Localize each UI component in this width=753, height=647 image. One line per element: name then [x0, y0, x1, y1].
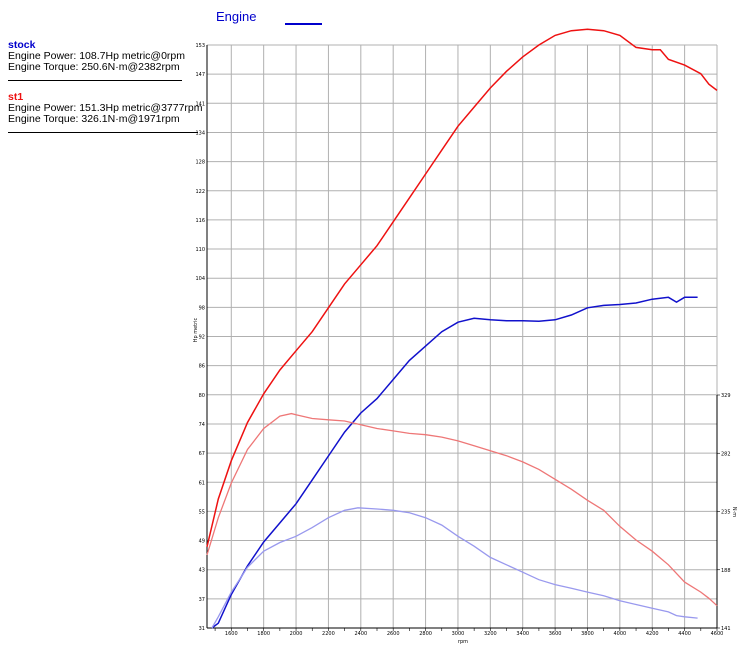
x-tick-label: 4000 — [613, 631, 626, 637]
x-tick-label: 4200 — [646, 631, 659, 637]
left-tick-label: 67 — [199, 451, 205, 457]
left-tick-label: 116 — [195, 218, 205, 224]
left-tick-label: 147 — [195, 72, 205, 78]
x-tick-label: 1600 — [225, 631, 238, 637]
left-tick-label: 153 — [195, 43, 205, 49]
x-tick-label: 2400 — [354, 631, 367, 637]
left-tick-label: 98 — [199, 305, 205, 311]
separator-st1 — [8, 132, 198, 133]
x-tick-label: 2800 — [419, 631, 432, 637]
right-tick-label: 329 — [721, 393, 731, 399]
run-info-st1: st1 Engine Power: 151.3Hp metric@3777rpm… — [8, 92, 203, 125]
x-tick-label: 2000 — [290, 631, 303, 637]
y-axis-label-left: Hp metric — [193, 317, 199, 342]
left-tick-label: 49 — [199, 539, 205, 545]
run-power-st1: Engine Power: 151.3Hp metric@3777rpm — [8, 102, 203, 114]
left-tick-label: 104 — [195, 276, 205, 282]
right-tick-label: 235 — [721, 510, 731, 516]
left-tick-label: 141 — [195, 101, 205, 107]
run-name-stock: stock — [8, 39, 36, 51]
run-power-stock: Engine Power: 108.7Hp metric@0rpm — [8, 50, 185, 62]
x-tick-label: 2200 — [322, 631, 335, 637]
x-tick-label: 2600 — [387, 631, 400, 637]
legend-swatch — [285, 23, 322, 25]
right-tick-label: 188 — [721, 568, 731, 574]
left-tick-label: 74 — [199, 422, 205, 428]
x-tick-label: 3000 — [452, 631, 465, 637]
left-tick-label: 61 — [199, 480, 205, 486]
x-tick-label: 4600 — [711, 631, 724, 637]
legend-title: Engine — [216, 9, 257, 24]
x-axis-label: rpm — [458, 639, 468, 645]
left-tick-label: 31 — [199, 626, 205, 632]
right-tick-label: 141 — [721, 626, 731, 632]
run-name-st1: st1 — [8, 91, 24, 103]
series-group — [206, 28, 718, 629]
left-tick-label: 92 — [199, 335, 205, 341]
right-axis: 141 188 235 282 329 — [716, 393, 731, 632]
left-tick-label: 134 — [195, 130, 205, 136]
x-tick-label: 3600 — [549, 631, 562, 637]
left-tick-label: 122 — [195, 189, 205, 195]
x-tick-label: 3400 — [516, 631, 529, 637]
left-tick-label: 80 — [199, 393, 205, 399]
left-tick-label: 43 — [199, 568, 205, 574]
left-tick-label: 37 — [199, 597, 205, 603]
bottom-axis: 1600 1800 2000 2200 2400 2600 2800 3000 3200 3400… — [207, 627, 724, 637]
left-tick-label: 86 — [199, 364, 205, 370]
run-torque-st1: Engine Torque: 326.1N·m@1971rpm — [8, 113, 180, 125]
x-tick-label: 1800 — [257, 631, 270, 637]
separator-stock — [8, 80, 182, 81]
left-tick-label: 128 — [195, 160, 205, 166]
y-axis-label-right: N·m — [731, 507, 737, 517]
left-tick-label: 55 — [199, 509, 205, 515]
run-info-stock: stock Engine Power: 108.7Hp metric@0rpm … — [8, 40, 185, 73]
series-line-stock-torque — [211, 507, 698, 629]
x-tick-label: 3200 — [484, 631, 497, 637]
series-line-st1-power — [206, 28, 718, 547]
series-line-stock-power — [211, 296, 698, 629]
left-tick-label: 110 — [195, 247, 205, 253]
series-line-st1-torque — [206, 412, 718, 607]
run-torque-stock: Engine Torque: 250.6N·m@2382rpm — [8, 61, 180, 73]
right-tick-label: 282 — [721, 451, 731, 457]
left-axis: 31 37 43 49 55 61 67 74 80 86 92 98 104 110 116 122 128 1… — [195, 43, 208, 632]
x-tick-label: 4400 — [678, 631, 691, 637]
x-tick-label: 3800 — [581, 631, 594, 637]
